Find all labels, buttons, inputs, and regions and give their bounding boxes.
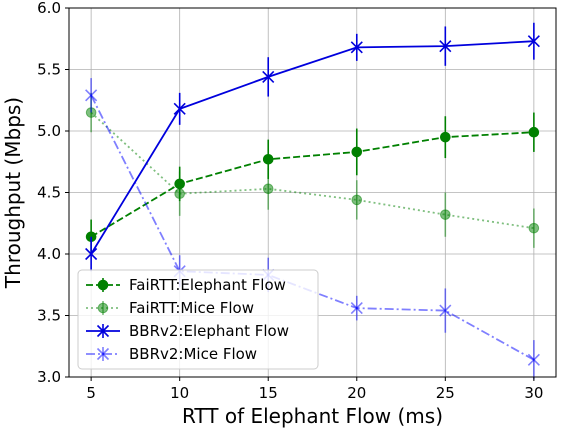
data-point bbox=[527, 353, 540, 366]
data-point bbox=[350, 41, 363, 54]
data-point bbox=[174, 188, 185, 200]
data-point bbox=[440, 209, 451, 220]
data-point bbox=[262, 183, 274, 195]
data-point-stroke bbox=[527, 35, 540, 48]
data-point bbox=[439, 304, 452, 317]
series-line bbox=[90, 40, 534, 255]
data-point bbox=[528, 222, 540, 234]
y-tick-label: 4.0 bbox=[37, 245, 61, 263]
data-point bbox=[528, 126, 540, 138]
x-axis-label: RTT of Elephant Flow (ms) bbox=[182, 404, 443, 428]
x-tick-label: 5 bbox=[86, 384, 96, 402]
data-point-stroke bbox=[173, 102, 186, 115]
data-point bbox=[262, 70, 275, 83]
y-tick-label: 3.0 bbox=[37, 368, 61, 386]
data-point-stroke bbox=[439, 40, 452, 53]
x-tick-label: 15 bbox=[259, 384, 278, 402]
y-axis-label: Throughput (Mbps) bbox=[1, 97, 25, 289]
data-point bbox=[85, 247, 98, 261]
data-point bbox=[350, 302, 363, 315]
legend-label: FaiRTT:Mice Flow bbox=[129, 299, 254, 317]
legend-marker-stroke bbox=[96, 347, 110, 361]
y-tick-label: 4.5 bbox=[37, 184, 61, 202]
series-line bbox=[90, 111, 534, 230]
x-tick-label: 10 bbox=[170, 384, 189, 402]
legend-label: FaiRTT:Elephant Flow bbox=[129, 276, 286, 294]
y-tick-label: 6.0 bbox=[37, 0, 61, 17]
x-tick-label: 30 bbox=[524, 384, 543, 402]
x-tick-label: 25 bbox=[436, 384, 455, 402]
data-point-stroke bbox=[439, 304, 452, 317]
data-point bbox=[527, 35, 540, 48]
legend-entry: FaiRTT:Mice Flow bbox=[86, 299, 254, 317]
legend-marker bbox=[97, 302, 109, 314]
axis-ticks: 5 10 15 20 25 30 3.0 3.5 4.0 4.5 5.0 5.5 6.0 bbox=[37, 0, 543, 402]
legend-label: BBRv2:Elephant Flow bbox=[129, 322, 289, 340]
data-point bbox=[440, 131, 451, 143]
legend-marker bbox=[96, 347, 110, 361]
data-point bbox=[351, 146, 363, 158]
data-point-stroke bbox=[85, 247, 98, 261]
y-tick-label: 5.0 bbox=[37, 122, 61, 140]
legend-box bbox=[77, 269, 319, 370]
legend-entry: BBRv2:Mice Flow bbox=[86, 345, 257, 363]
legend-marker-stroke bbox=[96, 324, 110, 338]
legend-marker bbox=[97, 279, 109, 291]
y-tick-label: 3.5 bbox=[37, 307, 61, 325]
data-point-stroke bbox=[350, 41, 363, 54]
x-tick-label: 20 bbox=[347, 384, 366, 402]
data-point-stroke bbox=[350, 302, 363, 315]
series-2 bbox=[85, 22, 540, 272]
data-point bbox=[351, 194, 363, 206]
legend-marker bbox=[96, 324, 110, 338]
data-point bbox=[173, 102, 186, 115]
y-tick-label: 5.5 bbox=[37, 61, 61, 79]
data-point bbox=[439, 40, 452, 53]
data-point bbox=[85, 89, 98, 102]
data-point bbox=[262, 153, 274, 165]
legend-label: BBRv2:Mice Flow bbox=[129, 345, 257, 363]
data-point-stroke bbox=[527, 353, 540, 366]
legend: FaiRTT:Elephant Flow FaiRTT:Mice Flow BBRv… bbox=[77, 269, 319, 370]
series-layer bbox=[85, 22, 540, 380]
data-point-stroke bbox=[262, 70, 275, 83]
series-line bbox=[90, 131, 534, 238]
data-point-stroke bbox=[85, 89, 98, 102]
legend-entry: FaiRTT:Elephant Flow bbox=[86, 276, 286, 294]
legend-entry: BBRv2:Elephant Flow bbox=[86, 322, 289, 340]
